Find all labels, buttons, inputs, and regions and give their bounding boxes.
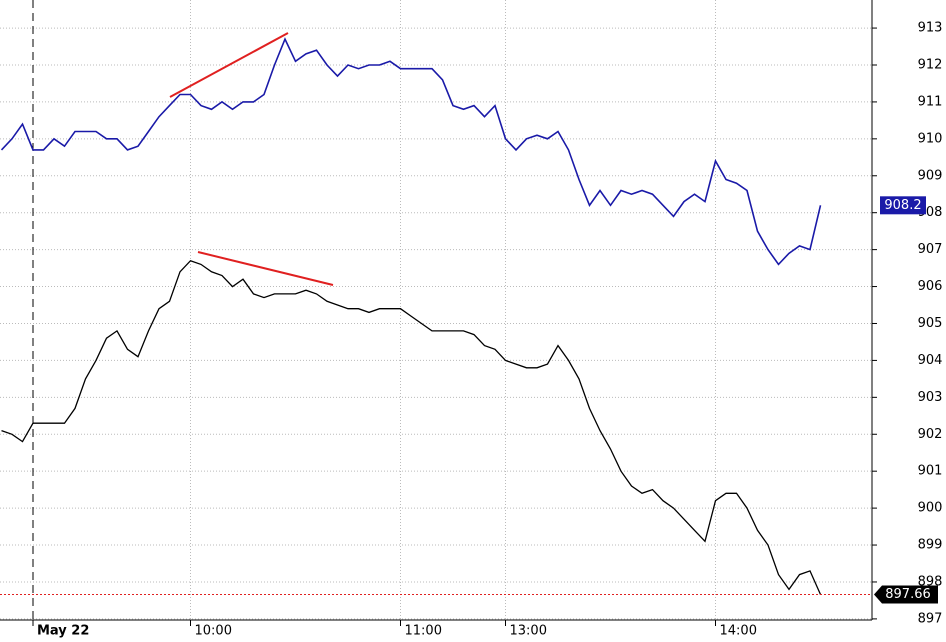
y-tick-label: 903 xyxy=(918,390,943,405)
y-tick-label: 906 xyxy=(918,279,943,294)
y-tick-label: 904 xyxy=(918,353,943,368)
trend-line xyxy=(169,32,289,98)
y-tick-label: 902 xyxy=(918,427,943,442)
x-tick-label: 14:00 xyxy=(720,624,757,639)
price-tag-label: 897.66 xyxy=(885,587,931,602)
series-line xyxy=(1,259,822,595)
price-tag xyxy=(880,196,926,215)
x-tick-label: May 22 xyxy=(37,624,89,639)
y-tick-label: 901 xyxy=(918,464,943,479)
price-tag-label: 908.2 xyxy=(884,198,921,213)
price-tag xyxy=(874,585,938,604)
y-tick-label: 905 xyxy=(918,316,943,331)
x-tick-label: 13:00 xyxy=(510,624,547,639)
x-tick-label: 11:00 xyxy=(405,624,442,639)
y-tick-label: 907 xyxy=(918,242,943,257)
trend-line xyxy=(197,251,334,286)
series-line xyxy=(0,37,822,266)
y-tick-label: 910 xyxy=(918,131,943,146)
y-tick-label: 900 xyxy=(918,501,943,516)
y-tick-label: 909 xyxy=(918,168,943,183)
x-tick-label: 10:00 xyxy=(195,624,232,639)
y-tick-label: 897 xyxy=(918,611,943,626)
y-tick-label: 913 xyxy=(918,21,943,36)
y-tick-label: 899 xyxy=(918,538,943,553)
y-tick-label: 912 xyxy=(918,57,943,72)
y-tick-label: 911 xyxy=(918,94,943,109)
